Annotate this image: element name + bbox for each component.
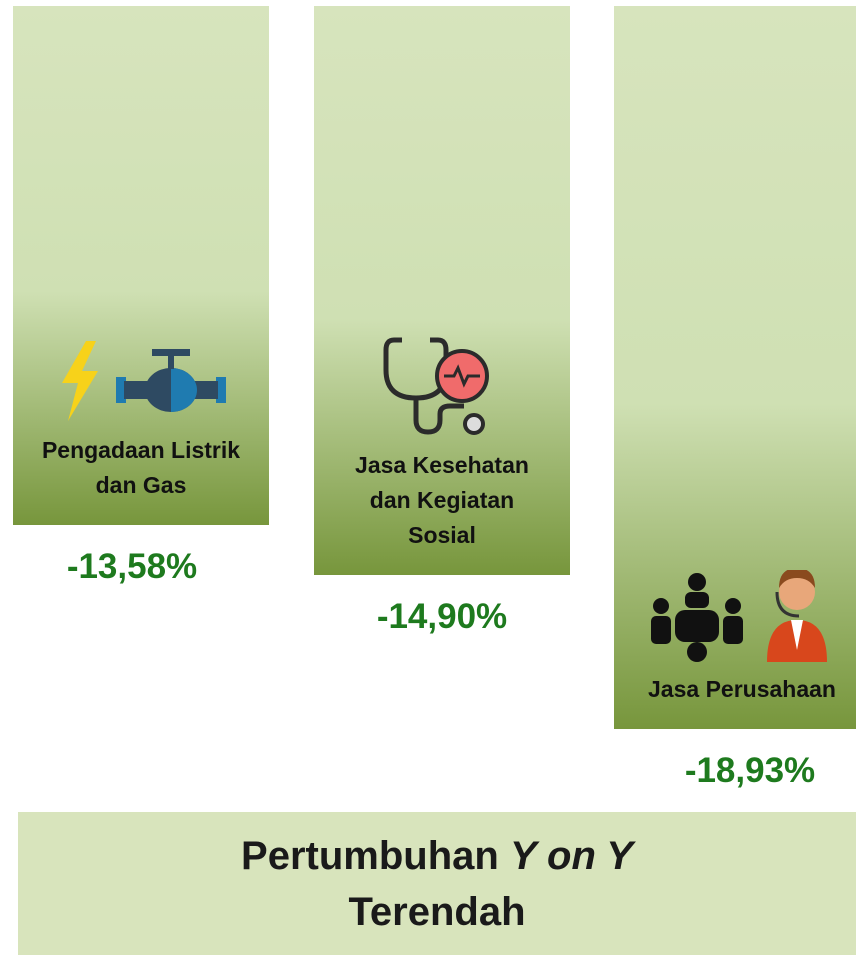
title-box: Pertumbuhan Y on Y Terendah xyxy=(18,812,856,955)
value-label: -13,58% xyxy=(4,547,260,587)
page: Pengadaan Listrik dan Gas Jasa Kesehatan… xyxy=(0,0,856,955)
icon xyxy=(56,337,226,423)
category-label: Jasa Kesehatan dan Kegiatan Sosial xyxy=(336,448,548,553)
category-label: Pengadaan Listrik dan Gas xyxy=(35,433,247,503)
category-label: Jasa Perusahaan xyxy=(636,672,848,707)
bar: Jasa Perusahaan xyxy=(614,6,856,729)
value-label: -18,93% xyxy=(622,751,856,791)
title: Y on Y xyxy=(510,834,633,878)
icon xyxy=(637,570,847,662)
value-label: -14,90% xyxy=(314,597,570,637)
icon xyxy=(382,334,502,438)
title: Terendah xyxy=(348,890,525,934)
title: Pertumbuhan xyxy=(241,834,499,878)
bar: Jasa Kesehatan dan Kegiatan Sosial xyxy=(314,6,570,575)
bar: Pengadaan Listrik dan Gas xyxy=(13,6,269,525)
